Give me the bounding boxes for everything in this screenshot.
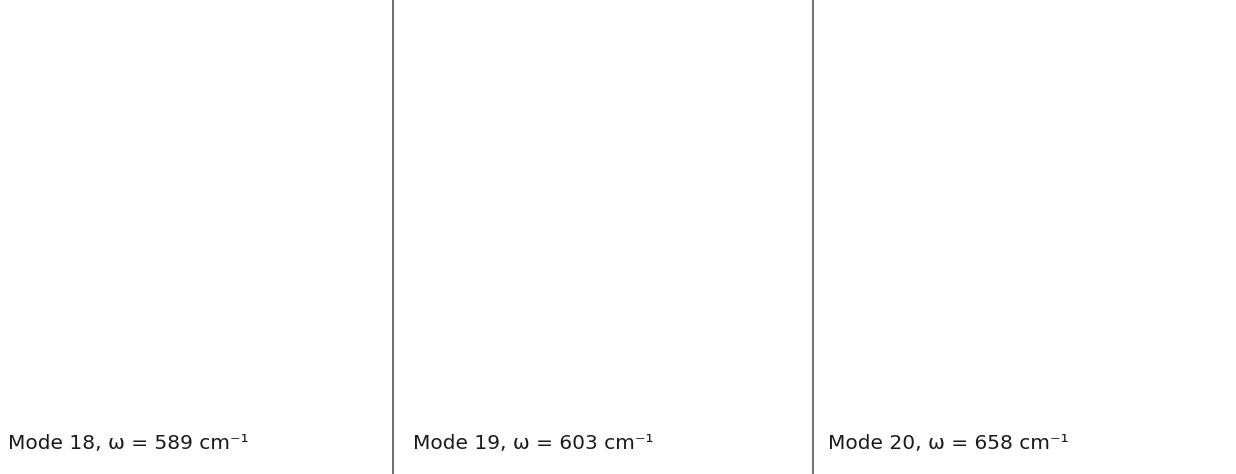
Text: Mode 18, ω = 589 cm⁻¹: Mode 18, ω = 589 cm⁻¹: [7, 434, 248, 453]
Text: Mode 20, ω = 658 cm⁻¹: Mode 20, ω = 658 cm⁻¹: [828, 434, 1069, 453]
Text: Mode 19, ω = 603 cm⁻¹: Mode 19, ω = 603 cm⁻¹: [413, 434, 654, 453]
